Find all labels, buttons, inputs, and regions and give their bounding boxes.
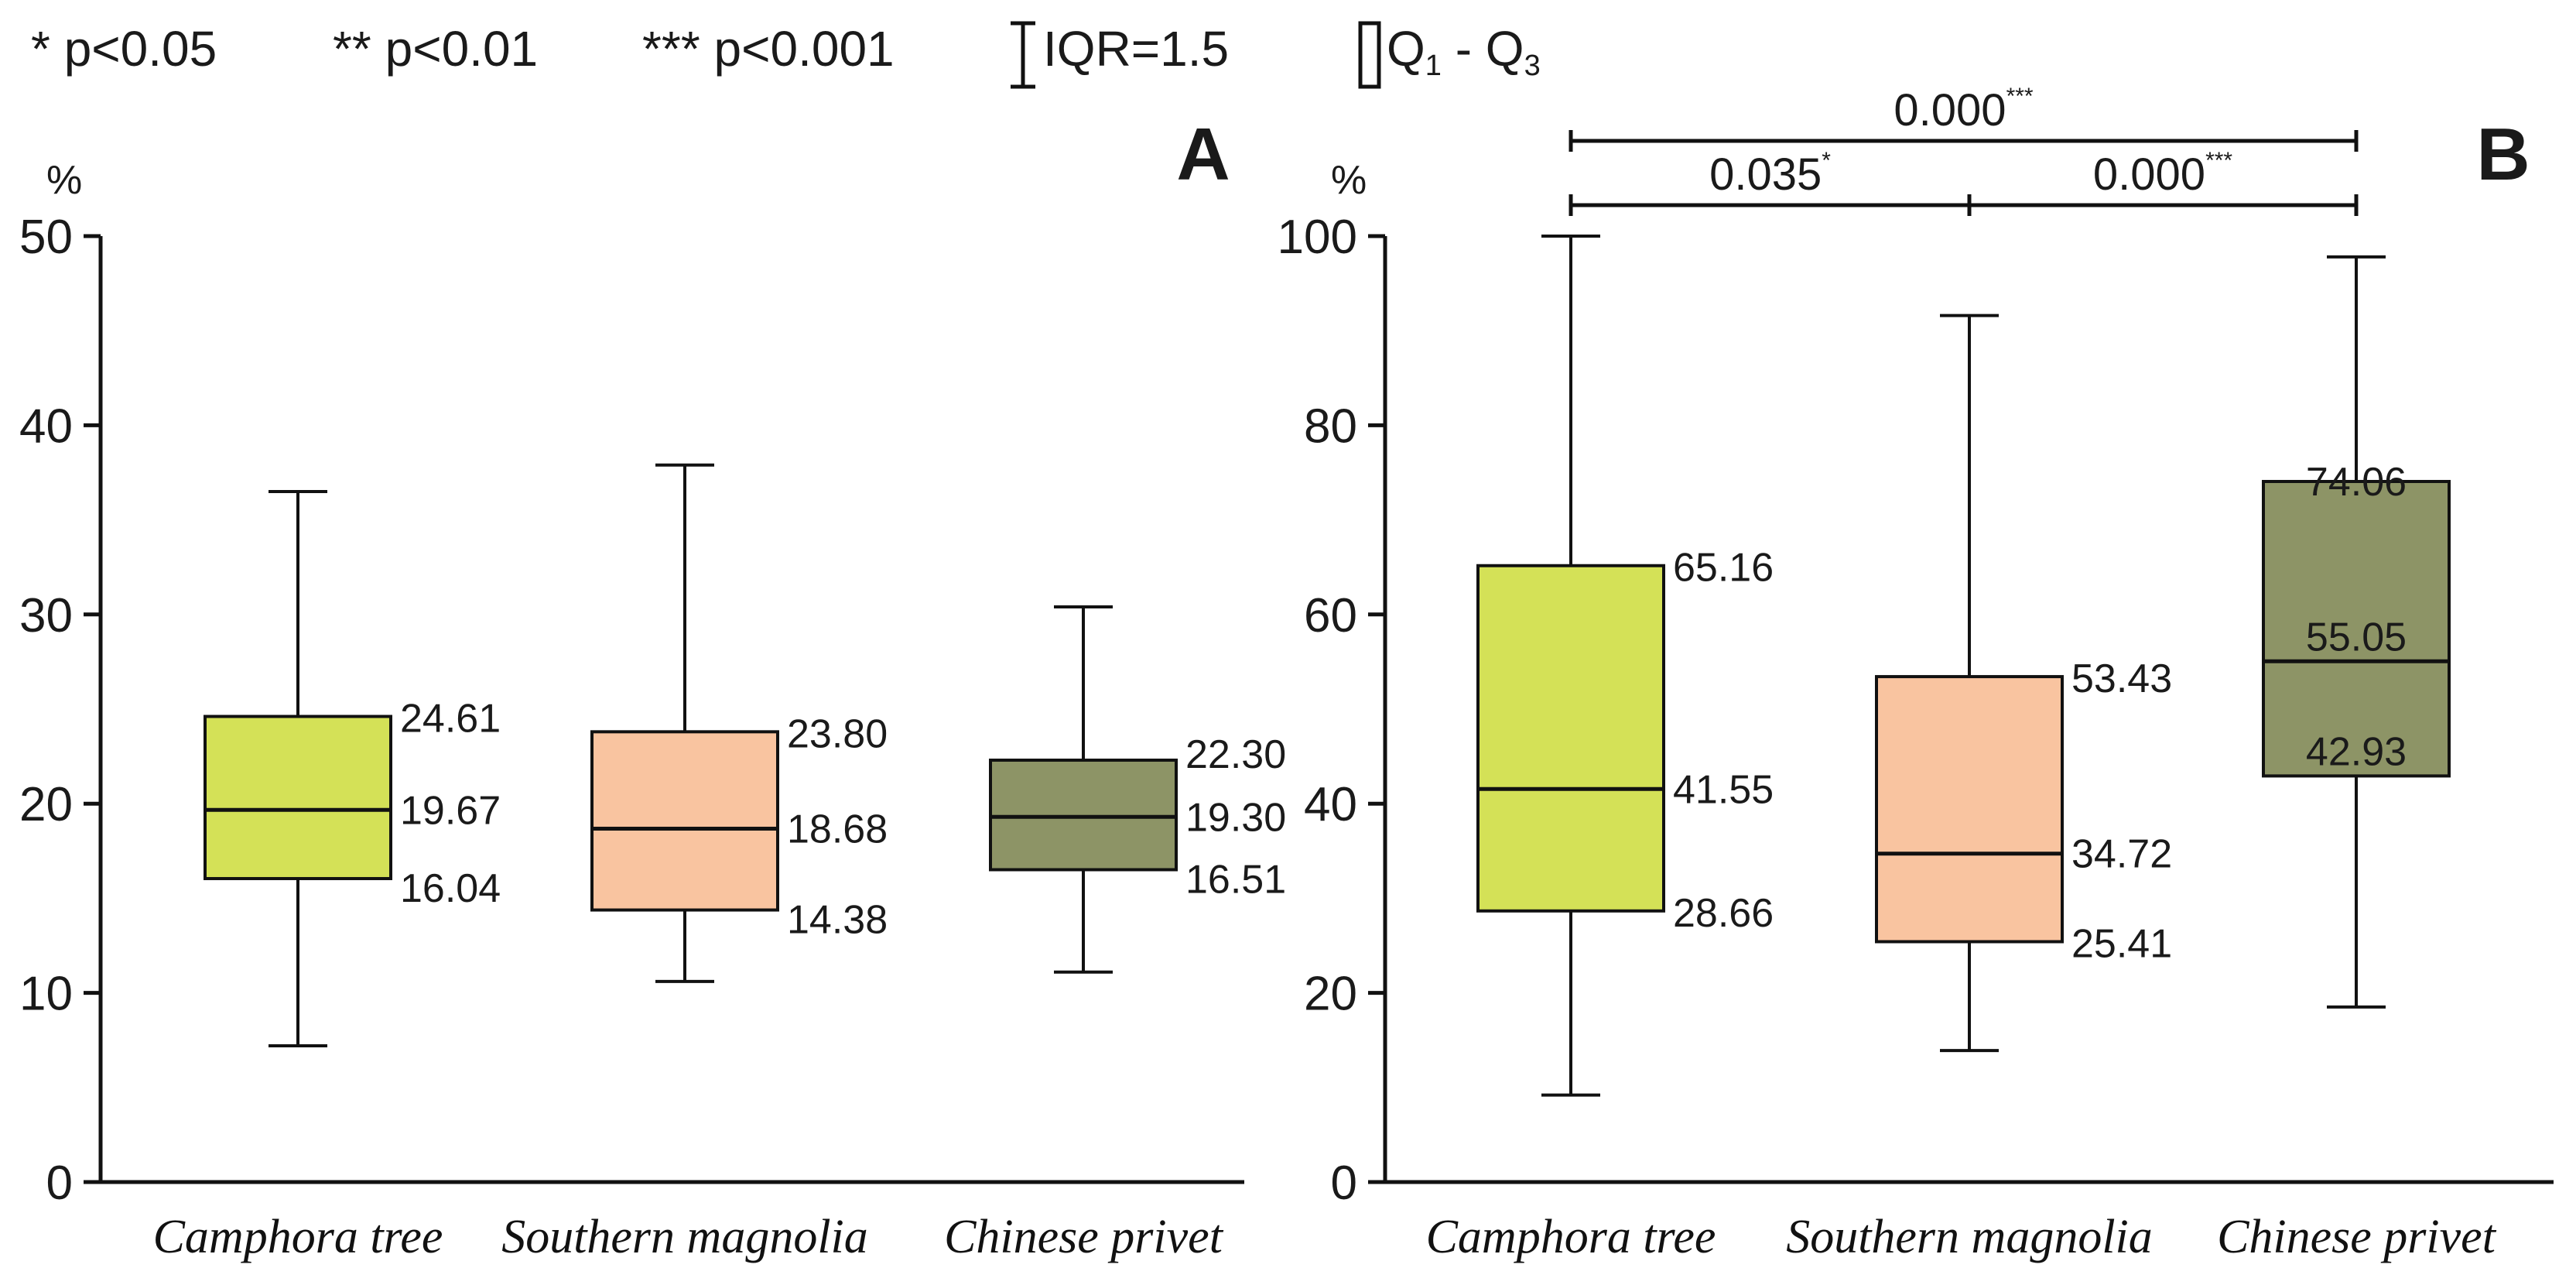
y-axis-label: % bbox=[1331, 158, 1367, 203]
y-tick-label: 20 bbox=[19, 778, 73, 831]
panel-a: % A 0 10 20 30 40 50 24.61 19.67 16.04 Camphora tre… bbox=[19, 113, 1286, 1263]
median-value-label: 18.68 bbox=[787, 807, 888, 852]
q1-value-label: 14.38 bbox=[787, 898, 888, 943]
box-1: 24.61 19.67 16.04 bbox=[204, 489, 501, 1048]
p-value-label: 0.000*** bbox=[2093, 148, 2233, 200]
y-tick-label: 50 bbox=[19, 211, 73, 264]
y-tick-label: 0 bbox=[1331, 1156, 1357, 1210]
box-2: 23.80 18.68 14.38 bbox=[590, 463, 888, 983]
q3-value-label: 22.30 bbox=[1185, 732, 1286, 777]
y-tick-label: 0 bbox=[46, 1156, 73, 1210]
box-1: 65.16 41.55 28.66 bbox=[1476, 235, 1774, 1097]
legend-whisker-label: IQR=1.5 bbox=[1043, 21, 1229, 77]
q1-value-label: 16.51 bbox=[1185, 857, 1286, 902]
legend-sig-3: *** p<0.001 bbox=[642, 21, 895, 77]
category-label: Camphora tree bbox=[153, 1211, 443, 1263]
legend-box-q: Q bbox=[1387, 21, 1425, 77]
iqr-box bbox=[2262, 479, 2451, 778]
iqr-box bbox=[590, 730, 779, 912]
median-value-label: 34.72 bbox=[2071, 832, 2172, 877]
category-label: Southern magnolia bbox=[501, 1211, 868, 1263]
y-axis-label: % bbox=[46, 158, 82, 203]
significance-bracket: 0.000*** bbox=[1967, 148, 2359, 216]
panel-letter: A bbox=[1176, 113, 1230, 196]
q3-value-label: 23.80 bbox=[787, 711, 888, 756]
legend-box-sub1: 1 bbox=[1425, 50, 1442, 82]
significance-bracket: 0.000*** bbox=[1569, 84, 2359, 152]
q1-value-label: 42.93 bbox=[2306, 729, 2407, 774]
median-value-label: 55.05 bbox=[2306, 615, 2407, 660]
y-tick-label: 40 bbox=[19, 399, 73, 453]
y-tick-label: 80 bbox=[1304, 399, 1357, 453]
box-3: 74.06 55.05 42.93 bbox=[2262, 255, 2451, 1009]
whisker-legend-icon bbox=[1011, 21, 1035, 89]
p-value: 0.000 bbox=[1894, 85, 2006, 135]
legend-box-sub3: 3 bbox=[1524, 50, 1541, 82]
y-tick-label: 100 bbox=[1278, 211, 1357, 264]
significance-stars: *** bbox=[2006, 84, 2034, 109]
median-value-label: 19.30 bbox=[1185, 795, 1286, 840]
q3-value-label: 24.61 bbox=[400, 697, 501, 742]
category-label: Chinese privet bbox=[2217, 1211, 2497, 1263]
p-value-label: 0.000*** bbox=[1894, 84, 2034, 135]
iqr-box bbox=[1476, 564, 1665, 913]
median-value-label: 41.55 bbox=[1673, 767, 1774, 812]
p-value: 0.035 bbox=[1709, 149, 1822, 200]
q3-value-label: 65.16 bbox=[1673, 546, 1774, 591]
y-tick-label: 10 bbox=[19, 968, 73, 1021]
q3-value-label: 53.43 bbox=[2071, 656, 2172, 701]
p-value: 0.000 bbox=[2093, 149, 2205, 200]
significance-bracket: 0.035* bbox=[1569, 148, 1972, 216]
legend-sig-1: * p<0.05 bbox=[31, 21, 217, 77]
q1-value-label: 16.04 bbox=[400, 866, 501, 911]
legend-sig-2: ** p<0.01 bbox=[333, 21, 538, 77]
y-tick-label: 20 bbox=[1304, 968, 1357, 1021]
y-tick-label: 40 bbox=[1304, 778, 1357, 831]
significance-stars: *** bbox=[2205, 148, 2232, 173]
panel-b: % B 0 20 40 60 80 100 65.16 41.55 28.66 Camphora tr… bbox=[1278, 84, 2554, 1263]
box-legend-icon bbox=[1358, 21, 1381, 89]
q1-value-label: 25.41 bbox=[2071, 921, 2172, 966]
iqr-box bbox=[1875, 675, 2064, 944]
category-label: Camphora tree bbox=[1426, 1211, 1716, 1263]
legend-box-label: Q1 - Q3 bbox=[1387, 21, 1541, 82]
iqr-box bbox=[989, 758, 1178, 872]
q3-value-label: 74.06 bbox=[2306, 460, 2407, 505]
iqr-box bbox=[204, 714, 392, 880]
p-value-label: 0.035* bbox=[1709, 148, 1831, 200]
q1-value-label: 28.66 bbox=[1673, 891, 1774, 936]
box-2: 53.43 34.72 25.41 bbox=[1875, 314, 2172, 1053]
y-tick-label: 60 bbox=[1304, 589, 1357, 642]
y-tick-label: 30 bbox=[19, 589, 73, 642]
median-value-label: 19.67 bbox=[400, 788, 501, 833]
legend-box-dash: - Q bbox=[1442, 21, 1524, 77]
category-label: Southern magnolia bbox=[1786, 1211, 2153, 1263]
legend: * p<0.05 ** p<0.01 *** p<0.001 IQR=1.5 Q… bbox=[31, 21, 1541, 89]
significance-stars: * bbox=[1822, 148, 1831, 173]
category-label: Chinese privet bbox=[944, 1211, 1224, 1263]
panel-letter: B bbox=[2476, 113, 2530, 196]
box-3: 22.30 19.30 16.51 bbox=[989, 605, 1286, 974]
